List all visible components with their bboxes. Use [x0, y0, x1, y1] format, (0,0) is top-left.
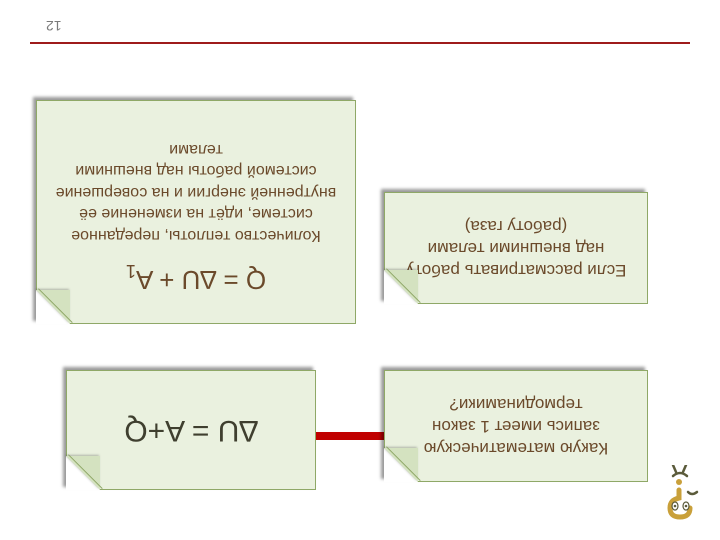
- card-question-text: Какую математическую запись имеет 1 зако…: [397, 393, 635, 459]
- formula-subscript: 1: [126, 261, 136, 281]
- card-condition-text: Если рассматривать работу над внешними т…: [397, 215, 635, 281]
- card-formula-main-text: ∆U = A+Q: [124, 413, 257, 447]
- card-formula-main: ∆U = A+Q: [66, 370, 316, 490]
- bottom-rule: [30, 42, 690, 44]
- question-mark-figure-icon: [660, 465, 700, 520]
- page-number: 12: [46, 18, 62, 34]
- card-question: Какую математическую запись имеет 1 зако…: [384, 370, 648, 482]
- formula-text: Q = ∆U + A: [136, 265, 266, 295]
- card-explanation: Q = ∆U + A1 Количество теплоты, переданн…: [36, 100, 356, 324]
- card-condition: Если рассматривать работу над внешними т…: [384, 192, 648, 304]
- card-explanation-body: Количество теплоты, переданное системе, …: [49, 138, 343, 246]
- card-explanation-formula: Q = ∆U + A1: [126, 264, 266, 295]
- connector-line: [316, 432, 384, 440]
